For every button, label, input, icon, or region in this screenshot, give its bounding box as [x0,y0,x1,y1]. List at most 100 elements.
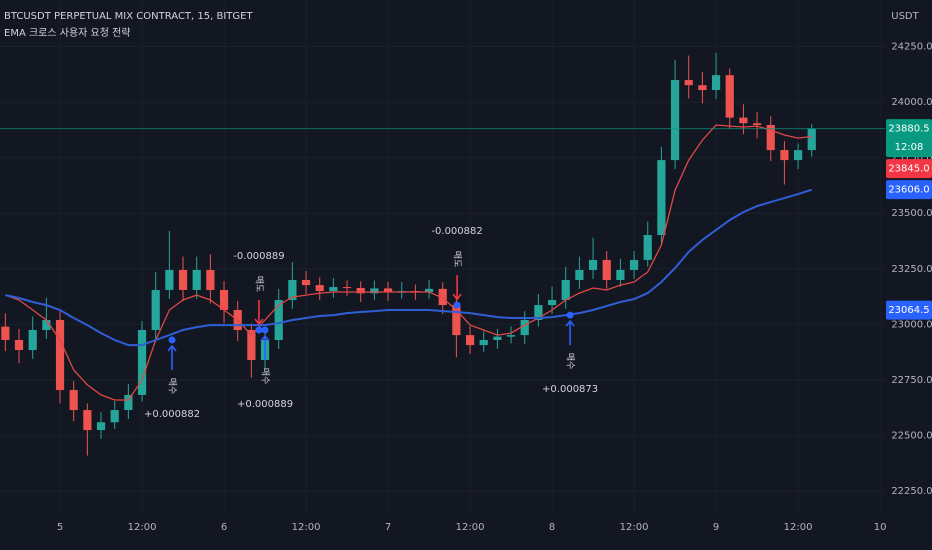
price-label-box [886,180,932,200]
y-tick-label: 22250.0 [891,486,932,497]
y-tick-label: 23250.0 [891,264,932,275]
candle-body [602,259,611,280]
candle-body [342,287,352,289]
signal-pnl: +0.000889 [237,399,293,410]
candle-body [616,269,625,280]
chart-title: BTCUSDT PERPETUAL MIX CONTRACT, 15, BITG… [4,11,253,22]
signal-arrow [565,319,575,346]
candle-body [766,124,775,151]
candle-body [137,329,147,395]
signal-text: 매도 [452,251,463,268]
y-tick-label: 22500.0 [891,431,932,442]
signal-pnl: -0.000889 [233,251,284,262]
signal-arrow [452,275,462,301]
price-axis-bg [885,0,932,550]
y-tick-label: 24250.0 [891,41,932,52]
candle-body [206,269,215,290]
x-tick-label: 12:00 [784,522,813,533]
signal-text: 매도 [253,276,264,293]
axis-unit: USDT [891,11,919,22]
x-tick-label: 9 [713,522,719,533]
candle-body [151,289,160,330]
candle-body [356,287,365,294]
candle-body [780,150,789,161]
candle-body [698,85,707,91]
candle-body [561,279,570,300]
candle-body [575,269,584,280]
price-label-box [886,300,932,320]
x-tick-label: 10 [874,522,887,533]
signal-arrow [260,334,270,360]
candle-body [793,150,803,161]
candle-body [288,279,297,300]
candle-body [657,160,666,236]
candle-body [165,269,174,290]
x-tick-label: 7 [385,522,391,533]
signal-pnl: +0.000873 [542,384,598,395]
y-tick-label: 24000.0 [891,97,932,108]
candle-body [274,299,283,340]
candle-body [520,319,529,336]
candle-body [807,128,816,151]
candle-body [96,422,106,431]
signal-dot [453,301,461,309]
candle-body [315,285,324,292]
candle-body [452,305,461,336]
candle-body [465,335,475,346]
signal-arrow [167,344,177,370]
signal-text: 매수 [565,353,576,370]
candle-body [370,288,379,294]
candle-body [42,319,51,330]
signal-pnl: +0.000882 [144,409,200,420]
signal-text: 매수 [167,378,178,395]
x-tick-label: 8 [549,522,555,533]
candle-body [69,390,78,411]
grid [0,0,885,515]
signal-pnl: -0.000882 [431,226,482,237]
candle-body [383,288,393,292]
price-label: 23064.5 [888,305,929,316]
ema-line [5,124,812,401]
candle-body [643,235,652,260]
x-tick-label: 5 [57,522,63,533]
candle-body [534,305,543,320]
candle-body [479,339,488,346]
x-tick-label: 12:00 [128,522,157,533]
candle-body [192,269,201,290]
x-tick-label: 12:00 [292,522,321,533]
candle-body [1,326,10,340]
candle-body [301,279,311,286]
candle-body [547,299,557,306]
y-tick-label: 22750.0 [891,375,932,386]
signal-arrow [254,299,264,326]
x-tick-label: 6 [221,522,227,533]
candle-body [752,123,762,125]
candle-body [110,410,119,423]
candle-body [493,336,502,340]
candle-body [725,75,734,118]
signal-dot [566,311,574,319]
signal-dot [168,336,176,344]
y-tick-label: 23750.0 [891,153,932,164]
price-label-box [886,119,932,158]
price-label-box [886,159,932,179]
candle-body [506,335,516,337]
signal-dot [255,326,263,334]
candle-body [438,288,447,306]
chart-subtitle: EMA 크로스 사용자 요청 전략 [4,27,131,39]
candle-body [329,287,338,292]
price-label: 23845.0 [888,164,929,175]
candle-body [219,289,229,310]
candle-body [670,80,680,161]
candle-body [247,329,256,361]
ema-line [5,188,813,347]
candle-body [739,117,748,124]
candle-body [684,80,693,86]
x-tick-label: 12:00 [456,522,485,533]
candle-body [629,259,639,270]
signal-text: 매수 [260,368,271,385]
